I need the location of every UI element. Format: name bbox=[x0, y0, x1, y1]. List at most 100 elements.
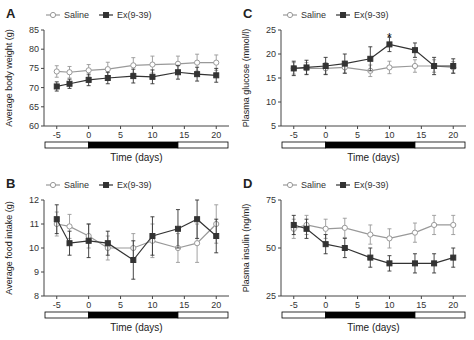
error-bar bbox=[432, 215, 436, 234]
error-bar bbox=[413, 60, 417, 72]
y-axis-label: Plasma glucose (mmol/l) bbox=[241, 29, 251, 128]
y-tick-label: 11 bbox=[30, 219, 39, 229]
data-point bbox=[432, 63, 437, 68]
y-tick bbox=[278, 248, 281, 249]
error-bar bbox=[55, 82, 59, 91]
error-bar bbox=[55, 66, 59, 78]
series-line bbox=[57, 72, 216, 86]
error-bar bbox=[305, 60, 309, 74]
panel: C-505101520510152025Time (days)Plasma gl… bbox=[241, 6, 466, 163]
y-tick-label: 15 bbox=[266, 73, 276, 83]
plot-area bbox=[54, 54, 219, 91]
panel-label: C bbox=[243, 6, 253, 21]
x-tick bbox=[453, 126, 454, 129]
panel-label: A bbox=[6, 6, 16, 21]
data-point bbox=[304, 66, 309, 71]
data-point bbox=[387, 65, 392, 70]
data-point bbox=[105, 67, 110, 72]
plot-area bbox=[291, 37, 456, 76]
panel: A-505101520606570758085Time (days)Averag… bbox=[4, 6, 229, 163]
series-line bbox=[294, 225, 453, 263]
y-tick-label: 85 bbox=[29, 25, 39, 35]
x-tick-label: 15 bbox=[179, 300, 189, 310]
x-tick-label: 5 bbox=[118, 300, 123, 310]
legend-marker bbox=[341, 183, 346, 188]
error-bar bbox=[387, 229, 391, 248]
error-bar bbox=[432, 254, 436, 273]
data-point bbox=[175, 226, 180, 231]
treatment-bar-after bbox=[415, 312, 465, 318]
data-point bbox=[412, 63, 417, 68]
x-tick bbox=[120, 296, 121, 299]
y-tick-label: 20 bbox=[266, 49, 276, 59]
data-point bbox=[342, 246, 347, 251]
legend-marker bbox=[104, 183, 109, 188]
y-tick-label: 8 bbox=[34, 291, 39, 301]
error-bar bbox=[106, 72, 110, 84]
y-tick-label: 70 bbox=[29, 83, 39, 93]
error-bar bbox=[214, 68, 218, 82]
data-point bbox=[86, 68, 91, 73]
y-tick bbox=[41, 272, 44, 273]
error-bar bbox=[343, 238, 347, 257]
error-bar bbox=[432, 57, 436, 74]
data-point bbox=[387, 236, 392, 241]
error-bar bbox=[131, 241, 135, 279]
y-tick bbox=[278, 126, 281, 127]
data-point bbox=[54, 69, 59, 74]
data-point bbox=[432, 222, 437, 227]
y-tick-label: 60 bbox=[29, 121, 39, 131]
treatment-bar bbox=[326, 312, 415, 318]
series-line bbox=[294, 44, 453, 68]
data-point bbox=[323, 64, 328, 69]
error-bar bbox=[343, 218, 347, 237]
legend-marker bbox=[104, 13, 109, 18]
x-axis-label: Time (days) bbox=[347, 322, 399, 333]
error-bar bbox=[195, 200, 199, 238]
data-point bbox=[304, 65, 309, 70]
data-point bbox=[214, 234, 219, 239]
x-tick bbox=[184, 126, 185, 129]
error-bar bbox=[368, 248, 372, 267]
error-bar bbox=[55, 205, 59, 234]
data-point bbox=[175, 70, 180, 75]
x-tick bbox=[56, 126, 57, 129]
panel-label: B bbox=[6, 176, 15, 191]
y-tick-label: 25 bbox=[266, 25, 276, 35]
treatment-bar-before bbox=[45, 312, 89, 318]
x-tick bbox=[152, 126, 153, 129]
data-point bbox=[214, 73, 219, 78]
data-point bbox=[67, 70, 72, 75]
x-tick bbox=[184, 296, 185, 299]
legend-entry: Ex(9-39) bbox=[117, 10, 152, 20]
data-point bbox=[131, 63, 136, 68]
legend-marker bbox=[50, 182, 55, 187]
error-bar bbox=[68, 231, 72, 255]
x-tick-label: -5 bbox=[53, 130, 61, 140]
x-tick bbox=[357, 126, 358, 129]
error-bar bbox=[387, 256, 391, 271]
error-bar bbox=[343, 54, 347, 73]
data-point bbox=[342, 61, 347, 66]
treatment-bar bbox=[326, 142, 415, 148]
y-tick bbox=[41, 126, 44, 127]
x-tick-label: 10 bbox=[147, 300, 157, 310]
y-tick bbox=[41, 200, 44, 201]
data-point bbox=[131, 258, 136, 263]
x-tick bbox=[293, 296, 294, 299]
data-point bbox=[323, 226, 328, 231]
y-tick bbox=[278, 78, 281, 79]
data-point bbox=[368, 56, 373, 61]
error-bar bbox=[150, 217, 154, 255]
x-tick bbox=[421, 296, 422, 299]
data-point bbox=[86, 77, 91, 82]
y-tick-label: 65 bbox=[29, 102, 39, 112]
legend-entry: Saline bbox=[301, 180, 326, 190]
y-tick bbox=[41, 87, 44, 88]
x-tick bbox=[152, 296, 153, 299]
error-bar bbox=[413, 223, 417, 242]
y-tick bbox=[278, 54, 281, 55]
x-tick-label: 20 bbox=[448, 130, 458, 140]
data-point bbox=[323, 242, 328, 247]
legend-entry: Ex(9-39) bbox=[117, 180, 152, 190]
